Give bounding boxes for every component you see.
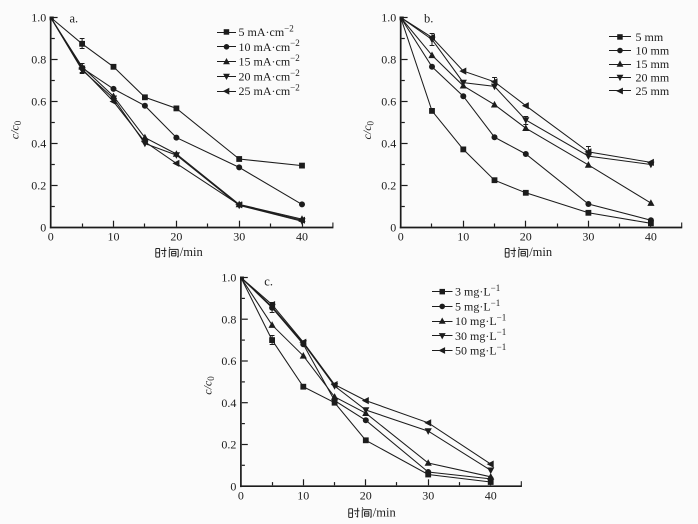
svg-text:0.8: 0.8 [31,53,46,67]
svg-text:10: 10 [457,230,469,244]
svg-text:0.4: 0.4 [381,137,396,151]
svg-text:50 mg·L−1: 50 mg·L−1 [455,342,506,358]
svg-text:5 mg·L−1: 5 mg·L−1 [455,298,500,314]
svg-text:5 mm: 5 mm [636,30,664,44]
svg-text:0: 0 [398,230,404,244]
svg-text:c.: c. [264,275,273,289]
svg-text:15 mm: 15 mm [636,57,670,71]
svg-text:0: 0 [238,488,244,502]
svg-text:0.2: 0.2 [381,179,396,193]
svg-text:0.6: 0.6 [31,95,46,109]
svg-text:5 mA·cm−2: 5 mA·cm−2 [239,23,294,39]
svg-text:0.2: 0.2 [31,179,46,193]
svg-text:20: 20 [520,230,532,244]
svg-text:30: 30 [233,230,245,244]
svg-text:0.8: 0.8 [221,312,236,326]
svg-text:15 mA·cm−2: 15 mA·cm−2 [239,53,300,69]
svg-text:3 mg·L−1: 3 mg·L−1 [455,283,500,299]
svg-text:/min: /min [529,245,553,259]
svg-text:30 mg·L−1: 30 mg·L−1 [455,327,506,343]
svg-text:25 mA·cm−2: 25 mA·cm−2 [239,83,300,99]
svg-text:1.0: 1.0 [221,271,236,285]
svg-text:30: 30 [422,488,434,502]
svg-text:20: 20 [170,230,182,244]
svg-text:10: 10 [297,488,309,502]
svg-text:25 mm: 25 mm [636,84,670,98]
svg-text:/min: /min [373,506,397,520]
svg-text:b.: b. [424,12,433,26]
svg-text:10: 10 [108,230,120,244]
svg-text:40: 40 [485,488,497,502]
svg-text:20: 20 [360,488,372,502]
svg-text:20 mA·cm−2: 20 mA·cm−2 [239,68,300,84]
svg-text:0.4: 0.4 [221,396,236,410]
svg-text:0.8: 0.8 [381,53,396,67]
svg-text:10 mg·L−1: 10 mg·L−1 [455,313,506,329]
svg-text:0.6: 0.6 [381,95,396,109]
svg-text:0: 0 [48,230,54,244]
svg-text:0: 0 [390,221,396,235]
svg-text:0.4: 0.4 [31,137,46,151]
svg-text:20 mm: 20 mm [636,71,670,85]
svg-text:40: 40 [296,230,308,244]
svg-text:1.0: 1.0 [381,11,396,25]
svg-text:/min: /min [180,245,204,259]
svg-text:40: 40 [645,230,657,244]
svg-text:0.6: 0.6 [221,354,236,368]
svg-text:30: 30 [582,230,594,244]
svg-text:0: 0 [40,221,46,235]
svg-text:1.0: 1.0 [31,11,46,25]
svg-text:10 mm: 10 mm [636,44,670,58]
svg-text:a.: a. [70,11,79,25]
svg-text:0.2: 0.2 [221,438,236,452]
svg-text:0: 0 [230,479,236,493]
svg-text:10 mA·cm−2: 10 mA·cm−2 [239,38,300,54]
